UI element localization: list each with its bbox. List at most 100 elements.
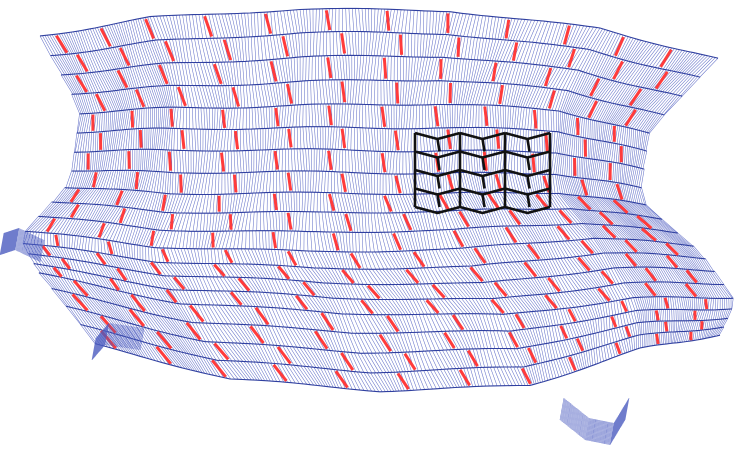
- fiber-band: [71, 79, 665, 134]
- red-marker: [331, 233, 340, 251]
- red-marker: [466, 349, 479, 367]
- red-marker: [438, 194, 450, 211]
- strand-line: [33, 263, 724, 301]
- red-marker: [155, 345, 172, 365]
- red-marker: [507, 331, 519, 348]
- strand-line: [38, 272, 734, 316]
- red-marker: [556, 225, 571, 241]
- red-marker: [396, 372, 410, 390]
- red-marker: [326, 57, 333, 79]
- fiber-band: [51, 288, 733, 354]
- red-marker: [382, 57, 388, 79]
- red-marker: [532, 109, 538, 129]
- red-marker: [165, 288, 178, 304]
- red-marker: [130, 293, 146, 312]
- red-marker: [610, 316, 618, 328]
- red-marker: [704, 299, 709, 310]
- red-marker: [665, 242, 679, 256]
- red-marker: [327, 150, 333, 171]
- red-marker: [341, 269, 355, 284]
- red-marker: [380, 152, 387, 173]
- fiber-band: [38, 272, 734, 334]
- red-marker: [54, 234, 60, 247]
- red-marker: [527, 347, 538, 364]
- red-marker: [624, 325, 632, 338]
- strand-line: [28, 253, 715, 286]
- red-marker: [45, 217, 56, 233]
- red-marker: [344, 213, 353, 232]
- fiber-band: [38, 201, 679, 234]
- red-marker: [659, 48, 673, 68]
- red-marker: [156, 330, 173, 350]
- strand-line: [39, 7, 719, 59]
- red-marker: [567, 48, 576, 68]
- red-marker: [655, 333, 660, 345]
- strand-line: [65, 305, 728, 354]
- flap-fibers: [559, 397, 630, 446]
- red-marker: [405, 268, 420, 284]
- red-marker: [286, 250, 298, 267]
- red-marker: [567, 308, 577, 323]
- red-marker: [116, 69, 129, 89]
- red-marker: [327, 105, 333, 126]
- red-marker: [614, 342, 622, 355]
- red-marker: [494, 173, 503, 192]
- red-marker: [334, 370, 349, 389]
- red-marker: [628, 88, 643, 107]
- red-marker: [95, 252, 107, 266]
- fiber-band: [76, 103, 650, 151]
- red-marker: [514, 313, 526, 329]
- fiber-band: [28, 253, 725, 300]
- red-marker: [237, 277, 251, 292]
- red-markers: [41, 10, 709, 390]
- strand-line: [50, 30, 701, 78]
- red-marker: [589, 77, 601, 97]
- red-marker: [285, 83, 294, 104]
- flap-fibers: [0, 227, 45, 263]
- strand-line: [23, 243, 706, 270]
- red-marker: [254, 306, 270, 326]
- red-marker: [340, 352, 355, 371]
- red-marker: [612, 60, 624, 80]
- red-marker: [495, 129, 501, 149]
- red-marker: [233, 130, 240, 150]
- hanging-flaps: [0, 227, 630, 446]
- red-marker: [130, 110, 135, 128]
- red-marker: [504, 226, 518, 244]
- red-marker: [340, 81, 347, 103]
- red-marker: [320, 312, 335, 331]
- red-marker: [158, 64, 169, 85]
- highlighted-hexagonal-cells: [413, 131, 552, 215]
- red-marker: [446, 129, 452, 150]
- red-marker: [508, 209, 522, 226]
- red-marker: [385, 10, 391, 31]
- red-marker: [69, 203, 80, 219]
- red-marker: [456, 37, 461, 57]
- red-marker: [580, 179, 589, 196]
- red-marker: [395, 82, 400, 104]
- red-marker: [380, 106, 387, 128]
- red-marker: [302, 281, 316, 297]
- red-marker: [412, 251, 426, 268]
- red-marker: [568, 356, 577, 371]
- red-marker: [274, 107, 280, 127]
- strand-line: [74, 148, 645, 170]
- red-marker: [469, 266, 484, 283]
- red-marker: [287, 128, 293, 148]
- strand-line: [76, 126, 647, 152]
- red-marker: [644, 282, 657, 297]
- red-marker: [393, 130, 400, 151]
- red-marker: [597, 287, 611, 302]
- red-marker: [684, 283, 698, 298]
- red-marker: [378, 333, 392, 353]
- red-marker: [273, 150, 279, 170]
- red-marker: [281, 35, 290, 57]
- red-marker: [203, 15, 214, 37]
- red-marker: [134, 171, 139, 190]
- red-marker: [624, 109, 637, 127]
- red-marker: [169, 108, 174, 127]
- red-marker: [402, 213, 413, 231]
- red-marker: [511, 42, 519, 61]
- red-marker: [580, 239, 595, 255]
- red-marker: [640, 227, 657, 242]
